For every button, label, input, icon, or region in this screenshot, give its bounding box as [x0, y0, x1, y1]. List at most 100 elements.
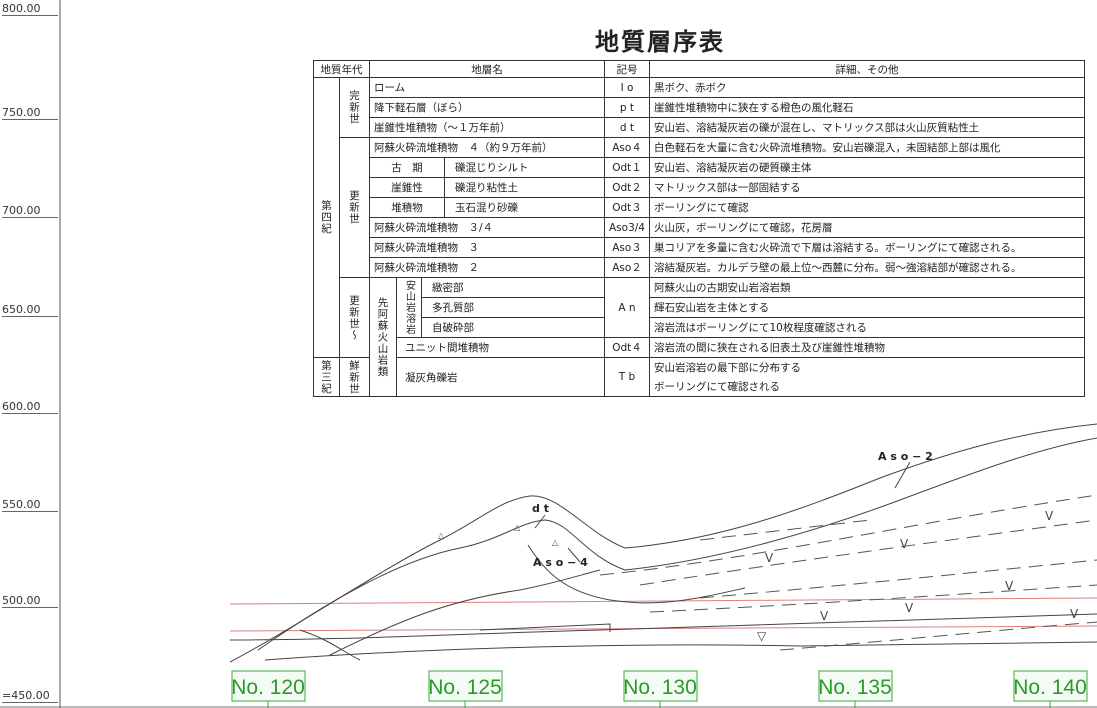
formation-group-cell: 古 期: [369, 157, 445, 178]
gravel-symbol: △: [514, 523, 521, 532]
table-title: 地質層序表: [595, 28, 725, 56]
formation-cell: 緻密部: [421, 277, 605, 298]
leader-line: [534, 514, 546, 529]
row: 堆積物 玉石混り砂礫 Odt３ ボーリングにて確認: [314, 197, 1085, 218]
gravel-symbol: △: [552, 538, 559, 547]
detail-cell: ボーリングにて確認される: [648, 377, 1085, 397]
symbol-cell: I o: [604, 77, 650, 98]
elevation-label: 800.00: [2, 2, 58, 16]
v-symbol: V: [1045, 509, 1054, 523]
symbols: V V V V V V V ▽ △ △ △: [438, 509, 1079, 643]
detail-cell: 安山岩溶岩の最下部に分布する: [648, 357, 1085, 377]
row: 降下軽石層（ぼら） p t 崖錐性堆積物中に狭在する橙色の風化軽石: [314, 97, 1085, 118]
stratigraphy-table: 地質年代 地層名 記号 詳細、その他 第四紀 完新世 ローム I o 黒ボク、赤…: [313, 60, 1085, 397]
dashed-boundary: [699, 519, 871, 541]
row: 阿蘇火砕流堆積物 ２ Aso２ 溶結凝灰岩。カルデラ壁の最上位〜西麓に分布。弱〜…: [314, 257, 1085, 278]
symbol-cell: T b: [604, 357, 650, 397]
row: 阿蘇火砕流堆積物 ３ Aso３ 巣コリアを多量に含む火砕流で下層は溶結する。ボー…: [314, 237, 1085, 258]
strata-lines: [229, 423, 1097, 663]
formation-cell: 阿蘇火砕流堆積物 ３: [369, 237, 605, 258]
station-label: No. 140: [1013, 676, 1087, 699]
symbol-cell: A n: [604, 277, 650, 338]
station-box: [231, 670, 306, 702]
symbol-cell: Odt２: [604, 177, 650, 198]
detail-cell: 火山灰，ボーリングにて確認，花房層: [648, 217, 1085, 238]
detail-cell: 黒ボク、赤ボク: [648, 77, 1085, 98]
station-box: [818, 670, 893, 702]
epoch-cell: 更新世: [339, 137, 370, 278]
formation-cell: 礫混り粘性土: [444, 177, 605, 198]
v-symbol: V: [820, 609, 829, 623]
v-symbol: V: [1005, 579, 1014, 593]
section-labels: d t A s o − 4 A s o − 2: [532, 450, 933, 569]
detail-cell: 巣コリアを多量に含む火砕流で下層は溶結する。ボーリングにて確認される。: [648, 237, 1085, 258]
epoch-cell: 更新世〜: [339, 277, 370, 358]
v-symbol: V: [765, 551, 774, 565]
symbol-cell: Aso２: [604, 257, 650, 278]
v-symbol: V: [1070, 607, 1079, 621]
elevation-label: 650.00: [2, 303, 58, 317]
symbol-cell: d t: [604, 117, 650, 138]
header-cell: 記号: [604, 60, 650, 78]
stratum-boundary: [229, 613, 1097, 641]
elevation-label: 500.00: [2, 594, 58, 608]
formation-cell: 自破砕部: [421, 317, 605, 338]
station-box: [1013, 670, 1088, 702]
header-row: 地質年代 地層名 記号 詳細、その他: [313, 60, 1085, 78]
v-symbol: V: [905, 601, 914, 615]
stations: No. 120 No. 125 No. 130 No. 135 No. 140: [231, 670, 1088, 708]
formation-cell: ローム: [369, 77, 605, 98]
detail-cell: 溶岩流はボーリングにて10枚程度確認される: [648, 317, 1085, 338]
symbol-cell: Aso３: [604, 237, 650, 258]
v-symbol: V: [900, 537, 909, 551]
period-cell: 第四紀: [313, 77, 340, 358]
rock-cell: 安山岩溶岩: [396, 277, 422, 338]
symbol-cell: Aso４: [604, 137, 650, 158]
reference-lines: [229, 597, 1097, 632]
row: 古 期 礫混じりシルト Odt１ 安山岩、溶結凝灰岩の硬質礫主体: [314, 157, 1085, 178]
station-label: No. 135: [818, 676, 892, 699]
header-cell: 地質年代: [313, 60, 370, 78]
row: 更新世〜 先阿蘇火山岩類 安山岩溶岩 緻密部 A n 阿蘇火山の古期安山岩溶岩類: [314, 277, 1085, 397]
elevation-label: 600.00: [2, 400, 58, 414]
formation-cell: 多孔質部: [421, 297, 605, 318]
formation-cell: 降下軽石層（ぼら）: [369, 97, 605, 118]
dashed-boundary: [599, 494, 1097, 576]
detail-cell: マトリックス部は一部固結する: [648, 177, 1085, 198]
ground-surface: [229, 423, 1097, 663]
reference-line: [229, 625, 1097, 632]
detail-cell: 崖錐性堆積物中に狭在する橙色の風化軽石: [648, 97, 1085, 118]
stratum-boundary: [479, 623, 611, 632]
symbol-cell: Odt４: [604, 337, 650, 358]
station-box: [428, 670, 503, 702]
detail-cell: 溶結凝灰岩。カルデラ壁の最上位〜西麓に分布。弱〜強溶結部が確認される。: [648, 257, 1085, 278]
dashed-boundary: [639, 519, 1097, 586]
symbol-cell: Aso3/4: [604, 217, 650, 238]
stratum-boundary: [264, 641, 1097, 661]
formation-cell: 崖錐性堆積物（〜１万年前）: [369, 117, 605, 138]
dashed-boundary: [779, 621, 1097, 651]
symbol-cell: Odt１: [604, 157, 650, 178]
row: 更新世 阿蘇火砕流堆積物 ４（約９万年前） Aso４ 白色軽石を大量に含む火砕流…: [314, 137, 1085, 278]
station-label: No. 120: [231, 676, 305, 699]
row: 多孔質部 輝石安山岩を主体とする: [314, 297, 1085, 318]
epoch-cell: 鮮新世: [339, 357, 370, 397]
gravel-symbol: △: [438, 531, 445, 540]
row: 阿蘇火砕流堆積物 ３/４ Aso3/4 火山灰，ボーリングにて確認，花房層: [314, 217, 1085, 238]
row: 第四紀 完新世 ローム I o 黒ボク、赤ボク: [313, 77, 1085, 358]
dashed-boundary: [699, 559, 1097, 599]
formation-cell: 凝灰角礫岩: [396, 357, 605, 397]
detail-cell: 阿蘇火山の古期安山岩溶岩類: [648, 277, 1085, 298]
elevation-label: 550.00: [2, 498, 58, 512]
symbol-cell: Odt３: [604, 197, 650, 218]
formation-group-cell: 堆積物: [369, 197, 445, 218]
detail-cell: ボーリングにて確認: [648, 197, 1085, 218]
formation-cell: 礫混じりシルト: [444, 157, 605, 178]
elevation-label: 750.00: [2, 106, 58, 120]
dashed-boundary: [649, 584, 1097, 613]
row: 第三紀 鮮新世 凝灰角礫岩 T b 安山岩溶岩の最下部に分布する: [313, 357, 1085, 397]
stratum-boundary: [257, 437, 1097, 651]
formation-cell: 玉石混り砂礫: [444, 197, 605, 218]
row: 崖錐性堆積物（〜１万年前） d t 安山岩、溶結凝灰岩の礫が混在し、マトリックス…: [314, 117, 1085, 138]
